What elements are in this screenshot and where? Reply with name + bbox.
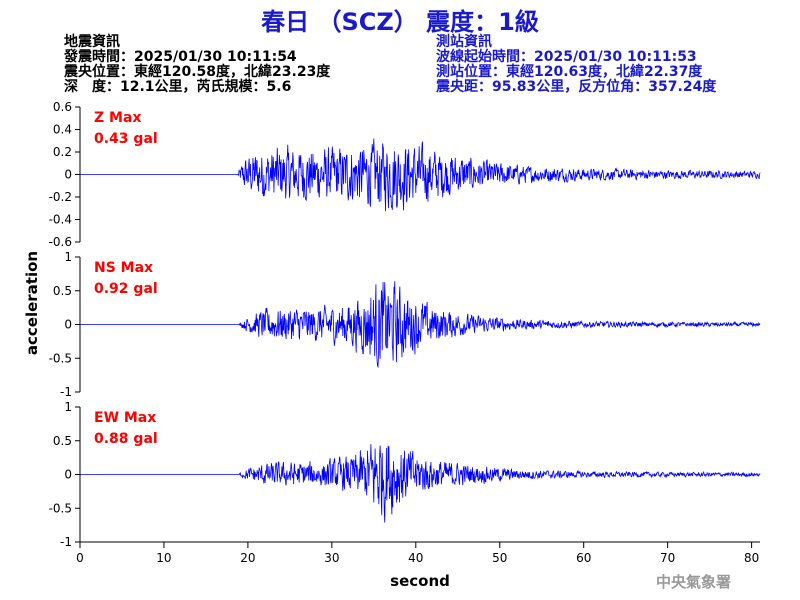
station-info-heading: 測站資訊 [436, 34, 492, 50]
epicenter-location: 震央位置：東經120.58度，北緯23.23度 [64, 64, 331, 80]
component-label: NS Max [94, 260, 153, 276]
y-tick-label: 0.5 [53, 434, 72, 448]
x-tick-label: 0 [76, 551, 84, 565]
y-tick-label: -0.5 [49, 351, 72, 365]
panel-ns: 1 0.5 0 -0.5 -1 NS Max 0.92 gal [49, 250, 761, 399]
x-tick-label: 50 [492, 551, 507, 565]
y-tick-label: 0.4 [53, 123, 72, 137]
x-tick-label: 10 [156, 551, 171, 565]
event-info-block: 地震資訊 發震時間：2025/01/30 10:11:54 震央位置：東經120… [64, 35, 330, 95]
depth-magnitude: 深 度：12.1公里，芮氏規模：5.6 [64, 79, 292, 95]
max-value-label: 0.43 gal [94, 131, 158, 147]
agency-watermark: 中央氣象署 [656, 573, 732, 591]
y-tick-label: -1 [60, 535, 72, 549]
trace-line [80, 281, 761, 369]
y-tick-label: 0.6 [53, 100, 72, 114]
x-tick-label: 70 [660, 551, 675, 565]
y-tick-label: -0.4 [49, 213, 72, 227]
y-tick-label: 0 [64, 168, 72, 182]
y-tick-label: 0.5 [53, 284, 72, 298]
x-tick-label: 40 [408, 551, 423, 565]
trace-line [80, 138, 761, 212]
x-tick-label: 20 [240, 551, 255, 565]
max-value-label: 0.92 gal [94, 281, 158, 297]
distance-azimuth: 震央距：95.83公里，反方位角：357.24度 [436, 79, 717, 95]
trace-line [80, 444, 761, 523]
origin-time: 發震時間：2025/01/30 10:11:54 [64, 49, 297, 65]
y-tick-label: -0.6 [49, 235, 72, 249]
y-tick-label: -0.5 [49, 501, 72, 515]
chart-title: 春日 （SCZ） 震度：1級 [261, 8, 539, 36]
y-tick-label: 1 [64, 400, 72, 414]
y-axis-label: acceleration [23, 251, 41, 355]
event-info-heading: 地震資訊 [64, 34, 120, 50]
x-tick-label: 30 [324, 551, 339, 565]
y-tick-label: 0 [64, 468, 72, 482]
wave-start-time: 波線起始時間：2025/01/30 10:11:53 [436, 49, 697, 65]
station-location: 測站位置：東經120.63度，北緯22.37度 [436, 64, 703, 80]
y-tick-label: 1 [64, 250, 72, 264]
y-tick-label: 0 [64, 318, 72, 332]
panel-ew: 1 0.5 0 -0.5 -1 EW Max 0.88 gal [49, 400, 761, 549]
component-label: EW Max [94, 410, 156, 426]
station-info-block: 測站資訊 波線起始時間：2025/01/30 10:11:53 測站位置：東經1… [436, 35, 716, 95]
y-tick-label: -1 [60, 385, 72, 399]
x-axis-label: second [390, 572, 450, 590]
y-tick-label: -0.2 [49, 190, 72, 204]
panel-z: 0.6 0.4 0.2 0 -0.2 -0.4 -0.6 Z Max 0.43 gal [49, 100, 761, 249]
x-tick-label: 80 [744, 551, 759, 565]
y-tick-label: 0.2 [53, 145, 72, 159]
x-tick-label: 60 [576, 551, 591, 565]
max-value-label: 0.88 gal [94, 431, 158, 447]
component-label: Z Max [94, 110, 141, 126]
